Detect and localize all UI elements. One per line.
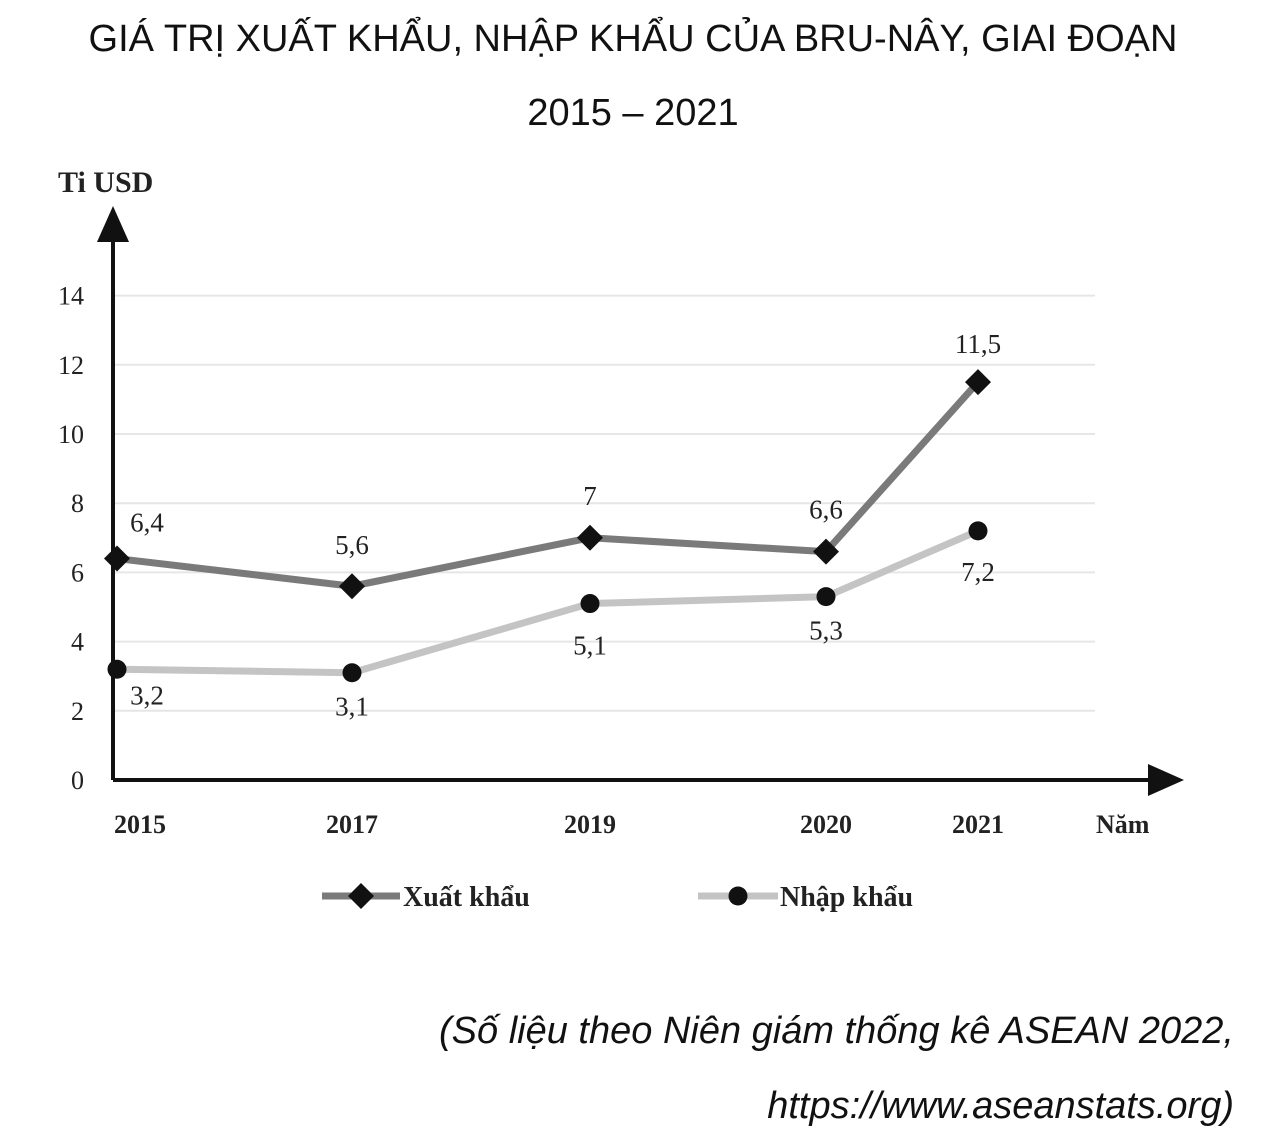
- data-label: 5,1: [573, 631, 607, 661]
- data-point-diamond: [965, 369, 991, 396]
- y-axis-arrow: [97, 206, 129, 242]
- data-point-circle: [816, 587, 836, 607]
- data-point-diamond: [104, 545, 130, 572]
- source-url: https://www.aseanstats.org): [767, 1085, 1234, 1127]
- series-line-xuat-khau: [116, 379, 981, 590]
- data-point-circle: [580, 594, 600, 614]
- chart-title: GIÁ TRỊ XUẤT KHẨU, NHẬP KHẨU CỦA BRU-NÂY…: [88, 18, 1178, 60]
- data-label: 11,5: [955, 329, 1001, 359]
- legend-marker-diamond: [348, 883, 374, 909]
- data-point-diamond: [813, 538, 839, 565]
- data-point-diamond: [339, 573, 365, 600]
- data-label: 5,6: [335, 530, 369, 560]
- x-tick-label: 2021: [952, 810, 1004, 839]
- data-label: 6,4: [130, 508, 164, 538]
- data-label: 3,1: [335, 692, 369, 722]
- chart-title-years: 2015 – 2021: [527, 92, 739, 134]
- line-chart: 0 2 4 6 8 10 12 14 Ti USD Năm 2015 2017 2019 2020 2021…: [58, 166, 1184, 913]
- legend-label: Xuất khẩu: [403, 882, 530, 913]
- x-axis-label: Năm: [1096, 810, 1150, 839]
- y-tick-label: 0: [71, 766, 84, 795]
- data-label: 7: [583, 481, 597, 511]
- y-tick-label: 6: [71, 558, 84, 587]
- data-point-circle: [107, 659, 127, 679]
- y-tick-label: 10: [58, 420, 84, 449]
- data-point-circle: [342, 663, 362, 683]
- y-tick-label: 4: [71, 628, 84, 657]
- data-point-circle: [968, 521, 988, 541]
- source-note: (Số liệu theo Niên giám thống kê ASEAN 2…: [439, 1010, 1234, 1052]
- x-tick-label: 2020: [800, 810, 852, 839]
- data-label: 6,6: [809, 495, 843, 525]
- y-tick-label: 12: [58, 351, 84, 380]
- data-point-diamond: [577, 524, 603, 551]
- series-line-nhap-khau: [116, 527, 980, 677]
- x-axis-arrow: [1148, 764, 1184, 796]
- y-tick-label: 14: [58, 282, 84, 311]
- data-label: 5,3: [809, 616, 843, 646]
- legend-marker-circle: [728, 886, 748, 906]
- data-label: 7,2: [961, 557, 995, 587]
- x-tick-label: 2019: [564, 810, 616, 839]
- y-tick-label: 2: [71, 697, 84, 726]
- x-tick-label: 2017: [326, 810, 378, 839]
- legend-label: Nhập khẩu: [780, 882, 913, 913]
- y-axis-label: Ti USD: [58, 166, 153, 199]
- x-tick-label: 2015: [114, 810, 166, 839]
- y-tick-label: 8: [71, 489, 84, 518]
- data-label: 3,2: [130, 680, 164, 710]
